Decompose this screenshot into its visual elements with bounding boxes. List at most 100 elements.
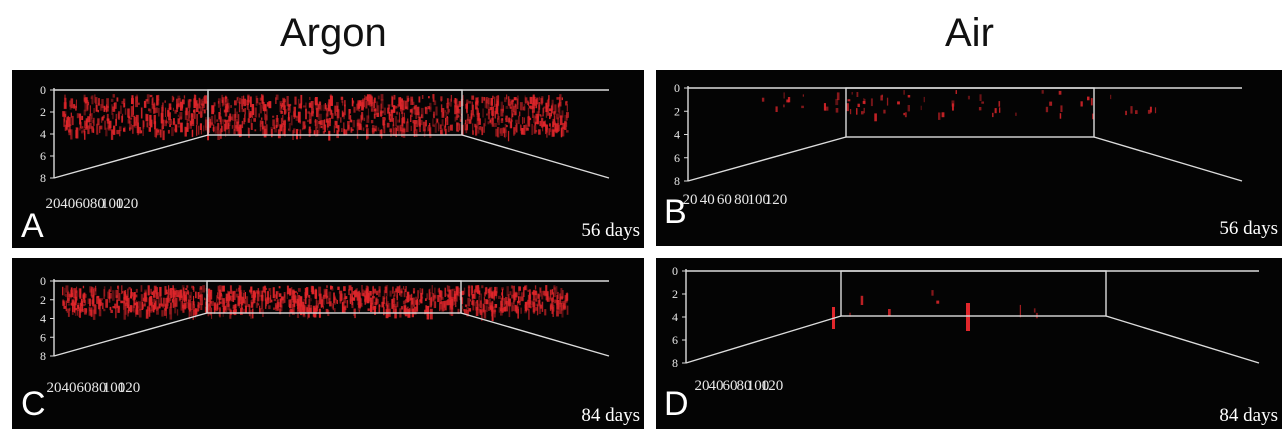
panel-a-signal-spot bbox=[227, 125, 231, 134]
panel-a-signal-spot bbox=[375, 101, 379, 112]
panel-a-signal-spot bbox=[472, 123, 474, 132]
panel-a-signal-spot bbox=[88, 101, 90, 106]
panel-c-signal-spot bbox=[241, 296, 245, 304]
panel-c-signal-spot bbox=[222, 285, 225, 292]
panel-c-signal-spot bbox=[325, 288, 328, 299]
panel-d-signal-spot bbox=[860, 295, 864, 305]
panel-c-signal-spot bbox=[154, 287, 158, 293]
panel-a-signal-spot bbox=[552, 121, 554, 127]
panel-c-signal-spot bbox=[275, 291, 278, 299]
panel-c-signal-spot bbox=[329, 301, 332, 307]
panel-a-signal-spot bbox=[289, 103, 292, 106]
panel-a-signal-spot bbox=[435, 118, 439, 124]
panel-a-signal-spot bbox=[383, 107, 386, 116]
panel-a-signal-spot bbox=[420, 107, 424, 119]
panel-b-signal-spot bbox=[941, 112, 945, 118]
panel-a-signal-spot bbox=[222, 97, 225, 105]
panel-c-signal-spot bbox=[259, 308, 262, 314]
panel-a-signal-spot bbox=[405, 121, 409, 133]
panel-a-signal-spot bbox=[299, 120, 301, 124]
panel-a-signal-spot bbox=[92, 117, 95, 126]
panel-d-signal-spot bbox=[1033, 308, 1036, 313]
panel-c-signal-spot bbox=[200, 303, 203, 310]
panel-a-signal-spot bbox=[369, 96, 372, 107]
panel-a-signal-spot bbox=[528, 116, 531, 127]
panel-c-signal-spot bbox=[207, 293, 211, 303]
panel-c-signal-spot bbox=[64, 287, 66, 296]
panel-a-signal-spot bbox=[331, 110, 333, 115]
panel-c-signal-spot bbox=[457, 308, 460, 314]
panel-c-signal-spot bbox=[265, 287, 267, 290]
panel-a-signal-spot bbox=[490, 106, 493, 111]
panel-a-signal-spot bbox=[466, 118, 468, 129]
panel-c-signal-spot bbox=[135, 302, 137, 311]
panel-a-signal-spot bbox=[148, 127, 151, 132]
panel-c-signal-spot bbox=[446, 293, 448, 297]
panel-a-frame-right-diag bbox=[461, 134, 610, 179]
panel-c-signal-spot bbox=[263, 285, 266, 294]
panel-c-signal-spot bbox=[391, 299, 394, 309]
panel-a-signal-spot bbox=[441, 119, 444, 126]
panel-c-signal-spot bbox=[446, 300, 449, 306]
panel-c-signal-spot bbox=[556, 295, 559, 306]
panel-c-signal-spot bbox=[134, 302, 137, 306]
panel-a-signal-spot bbox=[284, 125, 286, 136]
panel-a-signal-spot bbox=[555, 128, 558, 134]
panel-a-signal-spot bbox=[91, 126, 94, 133]
panel-a-signal-spot bbox=[554, 122, 556, 132]
panel-c-signal-spot bbox=[373, 289, 377, 294]
panel-c-signal-spot bbox=[429, 298, 432, 308]
panel-c-signal-spot bbox=[305, 293, 307, 305]
panel-a-signal-spot bbox=[211, 115, 214, 126]
panel-a-signal-spot bbox=[519, 102, 523, 111]
panel-c-signal-spot bbox=[135, 294, 138, 298]
panel-c-signal-spot bbox=[404, 288, 406, 292]
panel-c-signal-spot bbox=[483, 309, 487, 319]
panel-a-signal-spot bbox=[259, 104, 262, 114]
panel-a-signal-spot bbox=[261, 117, 263, 120]
panel-c-signal-spot bbox=[338, 290, 340, 294]
panel-c-signal-spot bbox=[482, 303, 485, 312]
panel-a-signal-spot bbox=[262, 127, 265, 136]
panel-a-signal-spot bbox=[64, 124, 67, 131]
panel-a-signal-spot bbox=[398, 97, 401, 107]
panel-c-signal-spot bbox=[132, 292, 135, 301]
panel-c-x-tick-label: 60 bbox=[77, 380, 92, 396]
panel-a-signal-spot bbox=[441, 108, 445, 118]
panel-a-signal-spot bbox=[106, 118, 110, 121]
panel-a-signal-spot bbox=[410, 96, 414, 105]
panel-a-signal-spot bbox=[283, 109, 287, 114]
panel-a-signal-spot bbox=[177, 114, 180, 118]
panel-a-signal-spot bbox=[407, 118, 409, 124]
panel-a-signal-spot bbox=[292, 111, 295, 117]
panel-a-y-tick-label: 0 bbox=[40, 83, 46, 97]
panel-a-signal-spot bbox=[525, 124, 529, 130]
panel-c-signal-spot bbox=[93, 304, 97, 314]
panel-c-signal-spot bbox=[258, 303, 260, 306]
panel-a-signal-spot bbox=[412, 120, 415, 124]
panel-a-signal-spot bbox=[401, 129, 403, 137]
panel-a-signal-spot bbox=[298, 98, 300, 109]
panel-a-signal-spot bbox=[279, 101, 283, 113]
panel-a-signal-spot bbox=[223, 96, 227, 106]
panel-c-signal-spot bbox=[100, 298, 103, 301]
panel-c-signal-spot bbox=[481, 285, 484, 289]
panel-d-frame-left-diag bbox=[685, 315, 842, 364]
panel-a-signal-spot bbox=[429, 123, 431, 127]
panel-a-signal-spot bbox=[115, 118, 117, 126]
panel-c-signal-spot bbox=[406, 307, 409, 317]
panel-a-signal-spot bbox=[300, 94, 303, 105]
panel-c-signal-spot bbox=[124, 292, 127, 299]
panel-a-signal-spot bbox=[351, 119, 353, 123]
panel-c-signal-spot bbox=[295, 301, 297, 304]
panel-c-signal-spot bbox=[71, 299, 75, 306]
panel-c-signal-spot bbox=[407, 306, 409, 310]
panel-c-signal-spot bbox=[438, 287, 440, 295]
panel-a-signal-spot bbox=[554, 104, 557, 113]
panel-a-signal-spot bbox=[124, 108, 127, 115]
panel-a-signal-spot bbox=[420, 114, 423, 119]
panel-b-signal-spot bbox=[923, 96, 925, 103]
panel-a-signal-spot bbox=[105, 127, 108, 137]
panel-c-signal-spot bbox=[316, 300, 319, 306]
